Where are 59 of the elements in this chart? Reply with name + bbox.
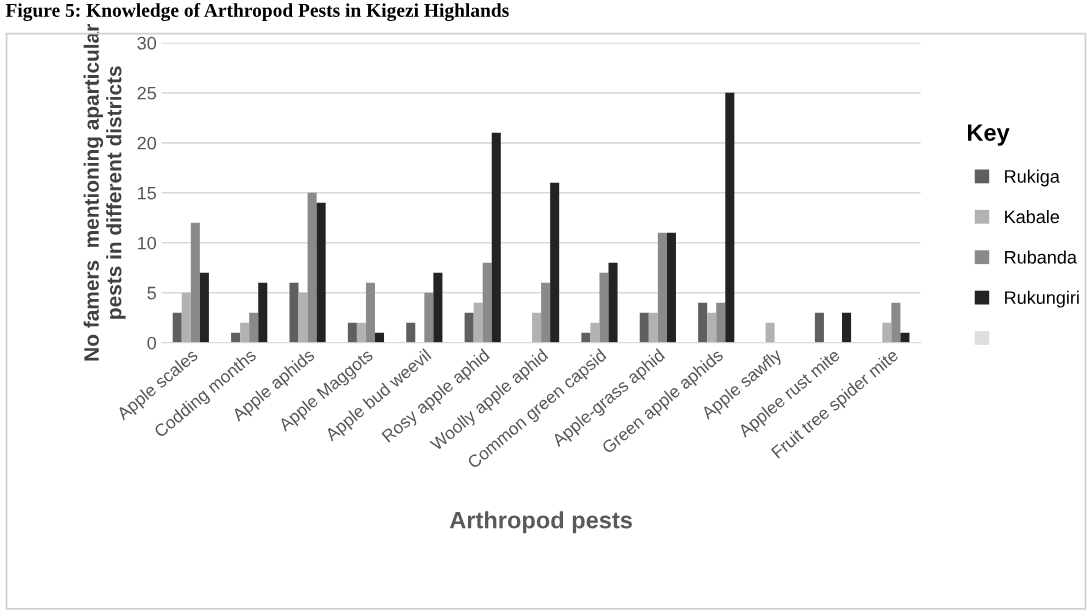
bar	[347, 322, 357, 343]
chart-title: Figure 5: Knowledge of Arthropod Pests in Kigezi Highlands	[5, 3, 509, 22]
bar	[842, 312, 852, 343]
bar	[406, 322, 416, 343]
bar	[648, 312, 658, 343]
bar	[590, 322, 600, 343]
bar	[716, 302, 726, 343]
bar	[464, 312, 474, 343]
bar	[298, 292, 308, 343]
bar	[231, 332, 241, 343]
y-tick-label: 10	[138, 236, 157, 250]
bar	[550, 182, 560, 343]
y-tick-label: 30	[137, 36, 157, 50]
bar	[900, 332, 910, 343]
legend-title: Key	[968, 124, 1010, 146]
bar	[532, 312, 542, 343]
bar	[199, 272, 209, 343]
bar	[289, 282, 299, 343]
bar	[374, 332, 385, 343]
bar	[599, 272, 609, 343]
bar	[707, 312, 717, 343]
bar	[482, 262, 492, 343]
legend-label: Kabale	[1005, 209, 1060, 224]
y-axis-title: No famers mentioning aparticular pests in different districts	[83, 24, 126, 361]
y-tick-label: 20	[137, 136, 157, 150]
bar	[608, 262, 618, 343]
bar	[765, 322, 775, 343]
bar	[240, 322, 250, 343]
bar	[657, 232, 667, 343]
bar	[473, 302, 483, 343]
legend-label: Rubanda	[1005, 250, 1077, 264]
bar	[316, 202, 326, 343]
y-tick-label: 5	[147, 286, 156, 300]
y-tick-label: 25	[137, 86, 156, 100]
bar	[424, 292, 434, 343]
bar	[882, 322, 892, 343]
bar	[356, 322, 366, 343]
bar	[181, 292, 191, 343]
bar	[541, 282, 551, 343]
bar	[307, 192, 317, 343]
bar	[698, 302, 708, 343]
x-axis-title: Arthropod pests	[449, 511, 632, 534]
bar	[249, 312, 259, 343]
bar	[725, 92, 735, 343]
bar	[365, 282, 375, 343]
bar	[491, 132, 501, 343]
bar	[190, 222, 200, 343]
bar	[814, 312, 824, 343]
y-tick-label: 15	[138, 186, 156, 200]
bar	[639, 312, 649, 343]
y-tick-label: 0	[147, 336, 157, 350]
legend-label: Rukungiri	[1005, 290, 1079, 308]
bar	[666, 232, 676, 343]
bar	[891, 302, 901, 343]
legend-label: Rukiga	[1005, 169, 1060, 187]
bar	[433, 272, 443, 343]
bar	[258, 282, 268, 343]
bar	[581, 332, 591, 343]
bar	[172, 312, 182, 343]
